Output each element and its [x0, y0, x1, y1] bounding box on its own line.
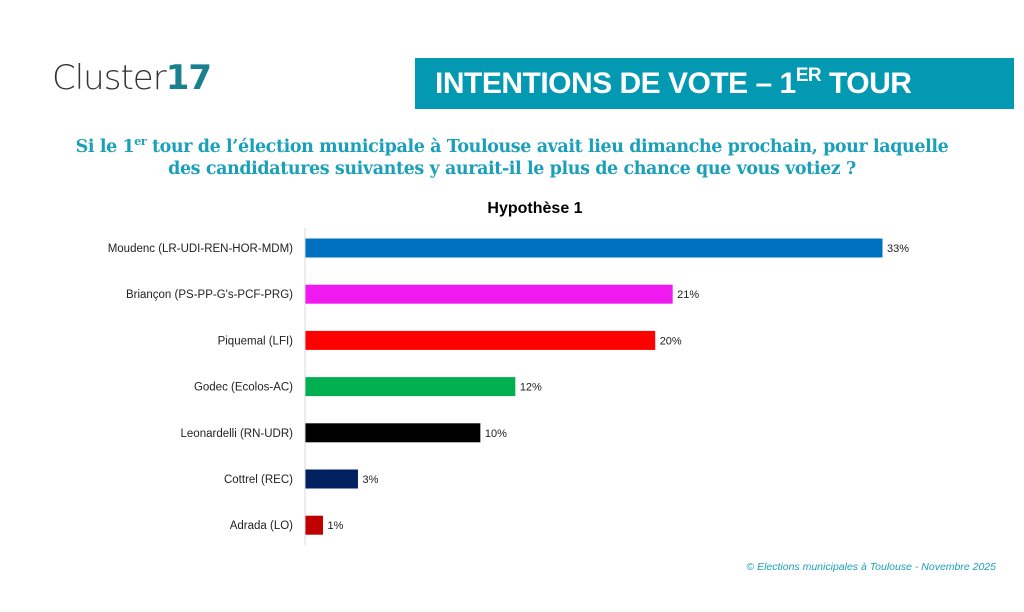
bar: [305, 330, 656, 350]
data-label: 20%: [660, 335, 682, 347]
category-label: Adrada (LO): [230, 520, 293, 532]
bar: [305, 423, 481, 443]
bar: [305, 284, 673, 304]
bar: [305, 469, 358, 489]
page-title-banner: INTENTIONS DE VOTE – 1ER TOUR: [415, 58, 1014, 109]
data-label: 1%: [327, 520, 343, 532]
bar: [305, 377, 516, 397]
category-label: Piquemal (LFI): [218, 335, 294, 347]
data-label: 3%: [362, 474, 378, 486]
category-label: Godec (Ecolos-AC): [194, 382, 293, 394]
category-label: Moudenc (LR-UDI-REN-HOR-MDM): [108, 243, 293, 255]
question-part1: Si le 1: [75, 136, 135, 157]
data-label: 21%: [677, 289, 699, 301]
category-label: Cottrel (REC): [224, 474, 293, 486]
cluster17-logo: Cluster17: [52, 58, 212, 98]
chart-title: Hypothèse 1: [487, 200, 583, 217]
bar: [305, 238, 883, 258]
data-label: 12%: [520, 382, 542, 394]
data-label: 10%: [485, 428, 507, 440]
bar: [305, 515, 323, 535]
logo-text: Cluster: [52, 58, 167, 98]
logo-number: 17: [165, 58, 212, 98]
category-label: Briançon (PS-PP-G's-PCF-PRG): [126, 289, 293, 301]
source-note: © Elections municipales à Toulouse - Nov…: [746, 561, 996, 573]
data-label: 33%: [887, 243, 909, 255]
category-label: Leonardelli (RN-UDR): [181, 428, 294, 440]
banner-title: INTENTIONS DE VOTE – 1: [435, 67, 796, 100]
question-sup: er: [134, 135, 147, 148]
banner-sup: ER: [795, 65, 822, 86]
banner-title-end: TOUR: [821, 67, 912, 100]
survey-question: Si le 1er tour de l’élection municipale …: [60, 131, 964, 180]
question-part2: tour de l’élection municipale à Toulouse…: [146, 136, 949, 179]
